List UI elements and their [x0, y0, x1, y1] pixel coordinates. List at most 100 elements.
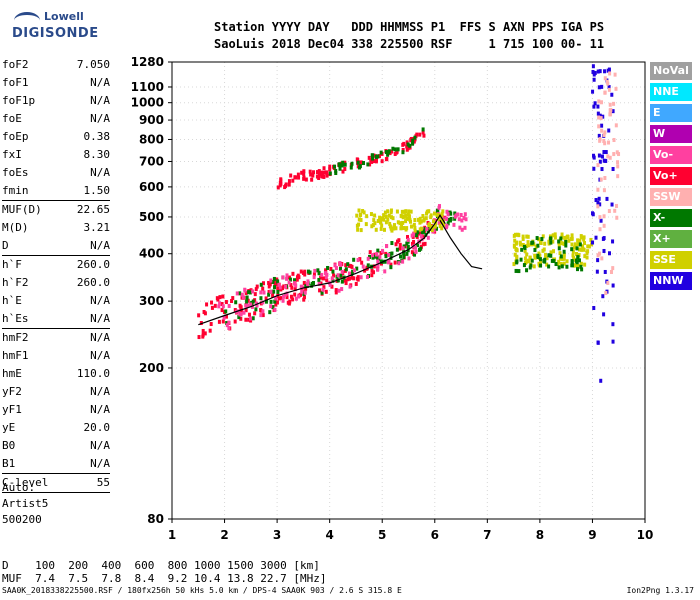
echo-point: [572, 263, 576, 268]
echo-point: [390, 149, 394, 154]
echo-point: [406, 146, 410, 151]
echo-point: [547, 241, 551, 246]
echo-point: [393, 147, 397, 152]
echo-point: [254, 307, 258, 312]
echo-point: [287, 179, 291, 184]
echo-point: [405, 140, 409, 145]
echo-point: [317, 271, 321, 276]
echo-point: [397, 238, 401, 243]
echo-point: [426, 220, 430, 225]
echo-point: [538, 253, 542, 258]
legend-item-nnw: NNW: [650, 272, 692, 290]
echo-point: [325, 278, 329, 283]
echo-point: [373, 254, 377, 259]
echo-point: [413, 218, 417, 223]
echo-point: [581, 244, 585, 249]
echo-point: [355, 276, 359, 281]
echo-point: [224, 314, 228, 319]
param-group-muf: MUF(D) 22.65 M(D) 3.21 D N/A: [2, 201, 110, 255]
echo-point: [438, 224, 442, 229]
echo-point: [371, 223, 375, 228]
echo-point: [238, 291, 242, 296]
echo-point: [406, 142, 410, 147]
echo-point: [405, 216, 409, 221]
echo-point: [370, 273, 374, 278]
echo-point: [321, 276, 325, 281]
echo-point: [280, 296, 284, 301]
echo-point: [537, 251, 541, 256]
echo-point: [390, 251, 394, 256]
echo-point: [427, 223, 431, 228]
echo-point: [379, 226, 383, 231]
echo-point: [596, 200, 600, 205]
param-row-foes: foEs N/A: [2, 164, 110, 182]
echo-point: [317, 277, 321, 282]
echo-point: [444, 216, 448, 221]
echo-point: [603, 90, 607, 95]
echo-point: [302, 280, 306, 285]
echo-point: [462, 215, 466, 220]
x-tick-label: 5: [378, 528, 386, 542]
echo-point: [599, 116, 603, 121]
echo-point: [274, 296, 278, 301]
echo-point: [454, 213, 458, 218]
echo-point: [597, 124, 601, 129]
echo-point: [328, 282, 332, 287]
echo-point: [271, 279, 275, 284]
echo-point: [317, 169, 321, 174]
echo-point: [287, 275, 291, 280]
echo-point: [197, 313, 201, 318]
echo-point: [276, 289, 280, 294]
echo-point: [407, 209, 411, 214]
echo-point: [402, 255, 406, 260]
y-tick-label: 1000: [131, 96, 164, 110]
echo-point: [288, 299, 292, 304]
echo-point: [437, 221, 441, 226]
echo-point: [530, 258, 534, 263]
echo-point: [227, 320, 231, 325]
echo-point: [611, 266, 615, 271]
param-row-fxi: fxI 8.30: [2, 146, 110, 164]
echo-point: [320, 272, 324, 277]
echo-point: [603, 176, 607, 181]
echo-point: [411, 138, 415, 143]
echo-point: [343, 166, 347, 171]
echo-point: [288, 277, 292, 282]
param-value: 3.21: [83, 221, 111, 234]
echo-point: [435, 212, 439, 217]
param-row-hes: h`Es N/A: [2, 310, 110, 328]
echo-point: [601, 114, 605, 119]
echo-point: [599, 177, 603, 182]
x-tick-label: 4: [325, 528, 333, 542]
echo-point: [512, 233, 516, 238]
echo-point: [285, 273, 289, 278]
echo-point: [381, 216, 385, 221]
param-label: h`Es: [2, 312, 29, 325]
echo-point: [242, 310, 246, 315]
polarization-legend: NoVal NNE E W Vo- Vo+ SSW X- X+ SSE NNW: [650, 62, 692, 293]
echo-point: [417, 247, 421, 252]
echo-point: [303, 269, 307, 274]
echo-point: [357, 217, 361, 222]
echo-point: [388, 221, 392, 226]
echo-point: [331, 269, 335, 274]
echo-point: [299, 269, 303, 274]
param-value: N/A: [90, 294, 110, 307]
echo-point: [281, 298, 285, 303]
echo-point: [220, 308, 224, 313]
echo-point: [210, 305, 214, 310]
echo-point: [577, 247, 581, 252]
echo-point: [197, 335, 201, 340]
echo-points: [197, 64, 621, 383]
echo-point: [560, 241, 564, 246]
legend-item-noval: NoVal: [650, 62, 692, 80]
echo-point: [245, 295, 249, 300]
distance-row: D 100 200 400 600 800 1000 1500 3000 [km…: [2, 559, 320, 572]
echo-point: [458, 225, 462, 230]
echo-point: [359, 212, 363, 217]
echo-point: [379, 150, 383, 155]
echo-point: [203, 311, 207, 316]
echo-point: [597, 85, 601, 90]
param-value: 260.0: [76, 276, 110, 289]
x-tick-label: 10: [637, 528, 654, 542]
